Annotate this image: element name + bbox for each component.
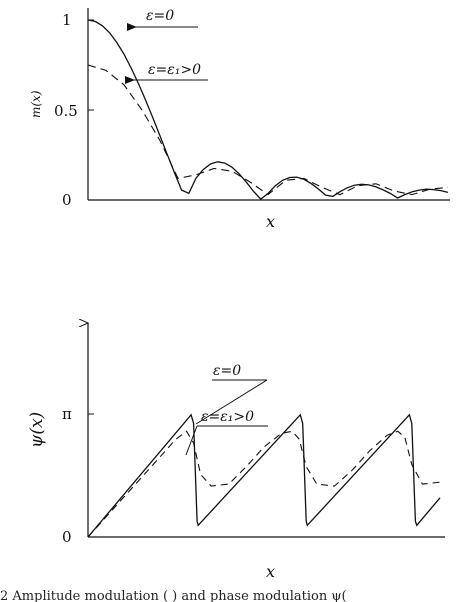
xlabel-top: x xyxy=(266,212,275,231)
series-phase-dashed xyxy=(87,430,441,538)
ytick-label-bottom-0: 0 xyxy=(62,528,72,546)
annotation-pointer-bottom-dashed xyxy=(185,425,198,456)
annotation-top-solid: ε=0 xyxy=(146,8,174,24)
series-phase-solid xyxy=(87,413,441,538)
ytick-label-bottom-pi: π xyxy=(62,405,72,423)
chart-amplitude: 1 0.5 0 m(x) x ε=0 ε=ε₁>0 xyxy=(29,8,450,231)
annotation-bottom-solid: ε=0 xyxy=(213,363,241,379)
ytick-label-top-05: 0.5 xyxy=(54,102,78,120)
series-amplitude-dashed xyxy=(87,64,449,196)
annotation-line-bottom-solid xyxy=(195,379,268,425)
series-amplitude-solid xyxy=(87,19,449,200)
chart-phase: π 0 ψ(x) x ε=0 ε=ε₁>0 xyxy=(27,323,445,581)
ytick-label-top-1: 1 xyxy=(62,11,72,29)
annotation-bottom-dashed: ε=ε₁>0 xyxy=(201,409,254,425)
xlabel-bottom: x xyxy=(266,562,275,581)
figure-caption: 2 Amplitude modulation ( ) and phase mod… xyxy=(0,589,347,602)
ylabel-bottom: ψ(x) xyxy=(27,412,47,448)
ylabel-top: m(x) xyxy=(29,90,43,118)
annotation-top-dashed: ε=ε₁>0 xyxy=(148,62,201,78)
ytick-label-top-0: 0 xyxy=(62,191,72,209)
